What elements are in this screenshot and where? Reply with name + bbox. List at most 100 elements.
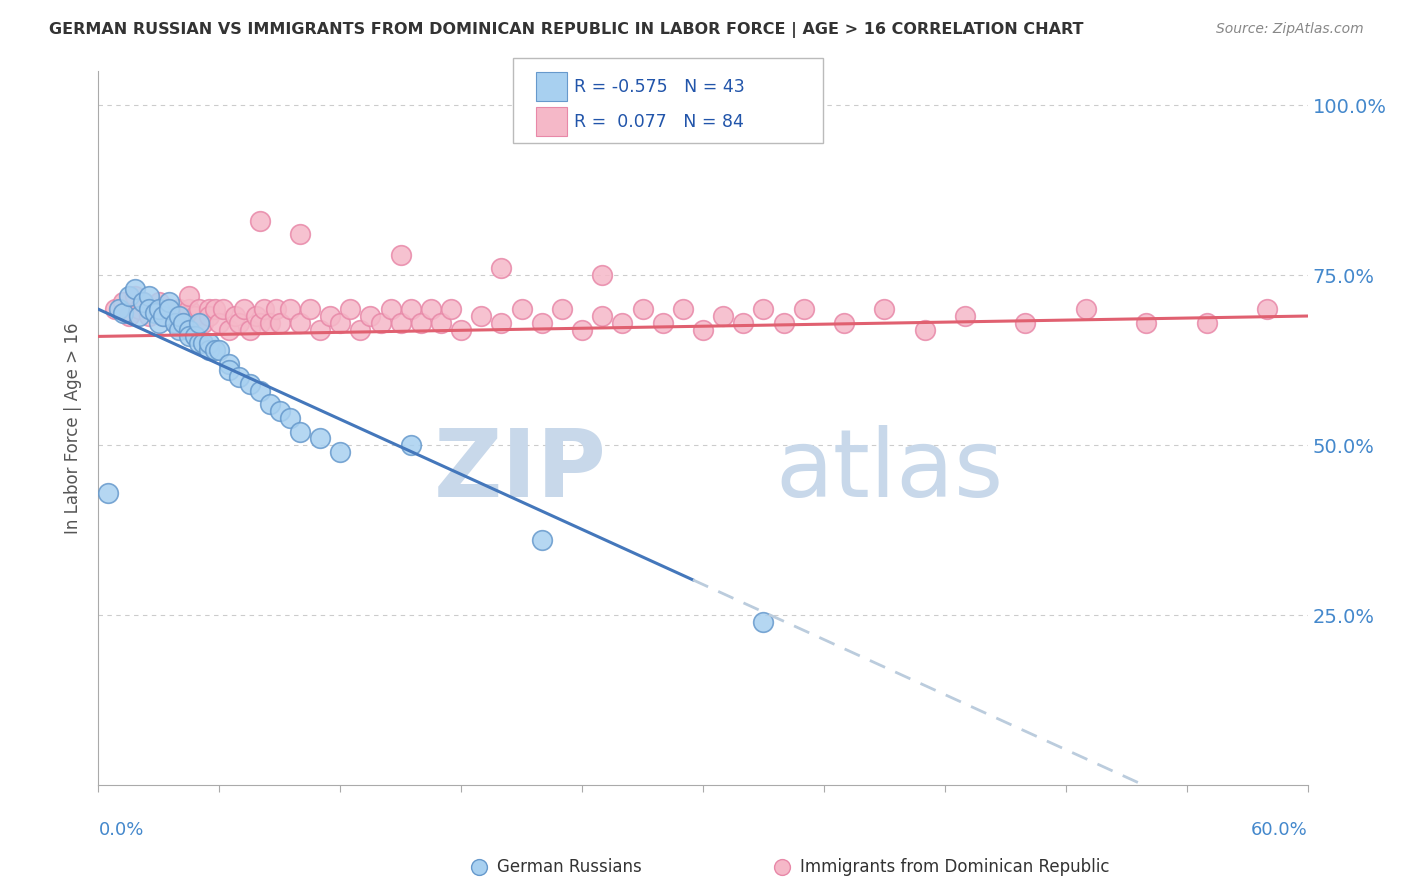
Point	[399, 438, 422, 452]
Text: ZIP: ZIP	[433, 425, 606, 517]
Point	[249, 316, 271, 330]
Point	[399, 302, 422, 317]
Point	[319, 309, 342, 323]
Point	[793, 302, 815, 317]
Point	[188, 336, 211, 351]
Point	[152, 309, 174, 323]
Point	[409, 316, 432, 330]
Point	[832, 316, 855, 330]
Text: 0.0%: 0.0%	[98, 821, 143, 838]
Point	[157, 302, 180, 317]
Point	[193, 316, 215, 330]
Point	[148, 302, 170, 317]
Point	[470, 309, 492, 323]
Point	[163, 316, 186, 330]
Point	[430, 316, 453, 330]
Point	[198, 309, 221, 323]
Point	[239, 323, 262, 337]
Point	[239, 376, 262, 391]
Point	[179, 329, 201, 343]
Point	[733, 316, 755, 330]
Point	[1256, 302, 1278, 317]
Point	[772, 316, 794, 330]
Point	[530, 316, 553, 330]
Point	[329, 316, 352, 330]
Point	[208, 316, 231, 330]
Point	[228, 370, 250, 384]
Text: 60.0%: 60.0%	[1251, 821, 1308, 838]
Point	[259, 316, 281, 330]
Point	[339, 302, 361, 317]
Point	[118, 309, 141, 323]
Point	[1014, 316, 1036, 330]
Point	[157, 295, 180, 310]
Point	[107, 302, 129, 317]
Point	[752, 302, 775, 317]
Point	[148, 316, 170, 330]
Point	[278, 302, 301, 317]
Point	[1226, 856, 1249, 871]
Point	[309, 431, 332, 445]
Point	[97, 485, 120, 500]
Point	[329, 445, 352, 459]
Point	[198, 302, 221, 317]
Point	[288, 425, 311, 439]
Text: Immigrants from Dominican Republic: Immigrants from Dominican Republic	[800, 858, 1109, 876]
Point	[143, 305, 166, 319]
Point	[651, 316, 673, 330]
Point	[167, 302, 190, 317]
Point	[167, 323, 190, 337]
Point	[752, 615, 775, 629]
Point	[360, 309, 382, 323]
Point	[491, 261, 513, 276]
Point	[218, 323, 240, 337]
Point	[288, 227, 311, 242]
Point	[711, 309, 734, 323]
Point	[692, 323, 714, 337]
Text: GERMAN RUSSIAN VS IMMIGRANTS FROM DOMINICAN REPUBLIC IN LABOR FORCE | AGE > 16 C: GERMAN RUSSIAN VS IMMIGRANTS FROM DOMINI…	[49, 22, 1084, 38]
Point	[179, 323, 201, 337]
Point	[163, 316, 186, 330]
Point	[184, 329, 207, 343]
Point	[591, 309, 613, 323]
Point	[188, 302, 211, 317]
Text: German Russians: German Russians	[498, 858, 643, 876]
Point	[128, 302, 150, 317]
Point	[228, 316, 250, 330]
Point	[723, 856, 745, 871]
Point	[148, 295, 170, 310]
Point	[208, 343, 231, 357]
Point	[198, 343, 221, 357]
Point	[914, 323, 936, 337]
Point	[571, 323, 593, 337]
Point	[349, 323, 371, 337]
Point	[380, 302, 402, 317]
Point	[1074, 302, 1097, 317]
Point	[672, 302, 695, 317]
Point	[1195, 316, 1218, 330]
Point	[138, 309, 160, 323]
Point	[132, 295, 155, 310]
Point	[450, 323, 472, 337]
Point	[591, 268, 613, 283]
Point	[198, 336, 221, 351]
Y-axis label: In Labor Force | Age > 16: In Labor Force | Age > 16	[65, 322, 83, 534]
Point	[551, 302, 574, 317]
Point	[138, 288, 160, 302]
Point	[232, 302, 254, 317]
Point	[1135, 316, 1157, 330]
Point	[179, 302, 201, 317]
Point	[420, 302, 443, 317]
Text: atlas: atlas	[776, 425, 1004, 517]
Point	[253, 302, 276, 317]
Point	[389, 316, 412, 330]
Point	[124, 288, 146, 302]
Point	[124, 282, 146, 296]
Point	[631, 302, 654, 317]
Point	[510, 302, 533, 317]
Point	[269, 316, 291, 330]
Point	[152, 309, 174, 323]
Point	[530, 533, 553, 548]
Point	[612, 316, 634, 330]
Point	[167, 309, 190, 323]
